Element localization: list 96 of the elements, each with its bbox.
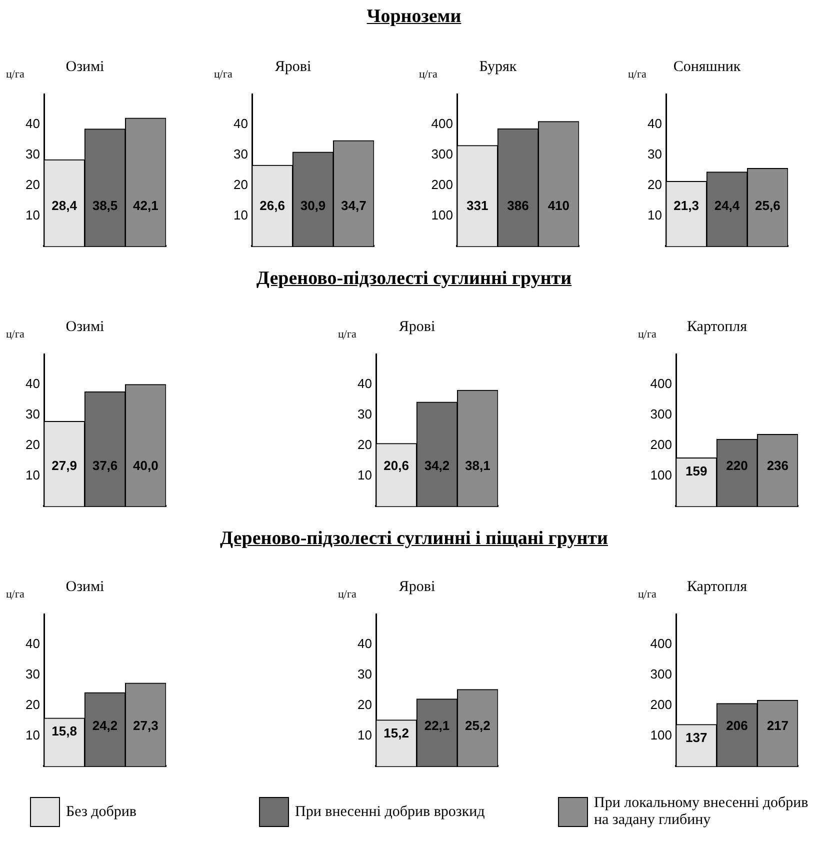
data-label: 15,2 bbox=[384, 726, 409, 741]
text: Дереново-підзолесті суглинні грунти bbox=[255, 268, 573, 290]
text: Чорноземи bbox=[366, 6, 462, 28]
y-axis-title: ц/га bbox=[6, 328, 24, 340]
data-label: 217 bbox=[766, 718, 789, 733]
data-label: 27,3 bbox=[133, 718, 158, 733]
data-label: 15,8 bbox=[52, 724, 77, 739]
chart-title: Ярові bbox=[274, 58, 312, 75]
y-tick-label: 20 bbox=[26, 436, 40, 452]
data-label: 42,1 bbox=[133, 198, 158, 213]
chart-title: Соняшник bbox=[673, 58, 742, 75]
chart-title: Буряк bbox=[479, 58, 518, 75]
y-tick-label: 30 bbox=[648, 146, 662, 162]
data-label: 25,2 bbox=[465, 718, 490, 733]
legend-label: При внесенні добрив врозкид bbox=[295, 804, 485, 820]
data-label: 21,3 bbox=[674, 198, 699, 213]
data-label: 34,2 bbox=[424, 458, 450, 473]
y-axis-title: ц/га bbox=[214, 68, 232, 80]
y-axis-title: ц/га bbox=[338, 588, 356, 600]
chart-title: Озимі bbox=[66, 318, 104, 335]
y-tick-label: 10 bbox=[26, 467, 40, 482]
data-label: 26,6 bbox=[260, 198, 285, 213]
y-tick-label: 100 bbox=[650, 467, 672, 482]
data-label: 30,9 bbox=[300, 198, 326, 213]
data-label: 24,2 bbox=[92, 718, 118, 733]
y-tick-label: 30 bbox=[358, 406, 372, 422]
data-label: 220 bbox=[726, 458, 748, 473]
y-axis-title: ц/га bbox=[419, 68, 438, 80]
y-tick-label: 10 bbox=[26, 727, 40, 742]
y-tick-label: 20 bbox=[358, 696, 372, 712]
y-tick-label: 40 bbox=[26, 376, 40, 392]
data-label: 206 bbox=[726, 718, 748, 733]
y-tick-label: 400 bbox=[650, 636, 672, 652]
y-tick-label: 10 bbox=[358, 727, 372, 742]
y-tick-label: 40 bbox=[234, 116, 248, 132]
y-axis-title: ц/га bbox=[638, 328, 656, 340]
text: Дереново-підзолесті суглинні і піщані грунти bbox=[219, 528, 609, 550]
data-label: 410 bbox=[548, 198, 570, 213]
legend-label: Без добрив bbox=[66, 804, 137, 820]
data-label: 38,1 bbox=[465, 458, 490, 473]
y-axis-title: ц/га bbox=[6, 68, 24, 80]
chart-title: Ярові bbox=[398, 318, 436, 335]
chart-title: Озимі bbox=[66, 58, 104, 75]
y-tick-label: 40 bbox=[358, 376, 372, 392]
data-label: 27,9 bbox=[52, 458, 77, 473]
y-tick-label: 20 bbox=[358, 436, 372, 452]
data-label: 386 bbox=[507, 198, 529, 213]
data-label: 137 bbox=[685, 730, 708, 746]
y-axis-title: ц/га bbox=[628, 68, 646, 80]
data-label: 159 bbox=[685, 463, 708, 478]
y-tick-label: 200 bbox=[650, 696, 672, 712]
y-tick-label: 300 bbox=[650, 406, 672, 422]
y-tick-label: 30 bbox=[26, 146, 40, 162]
data-label: 34,7 bbox=[341, 198, 366, 213]
y-tick-label: 20 bbox=[234, 176, 248, 192]
y-tick-label: 20 bbox=[648, 176, 662, 192]
y-tick-label: 200 bbox=[431, 176, 453, 192]
data-label: 40,0 bbox=[133, 458, 158, 473]
y-tick-label: 20 bbox=[26, 176, 40, 192]
data-label: 20,6 bbox=[384, 458, 409, 473]
data-label: 24,4 bbox=[714, 198, 740, 213]
y-tick-label: 40 bbox=[648, 116, 662, 132]
y-tick-label: 100 bbox=[431, 207, 453, 222]
data-label: 28,4 bbox=[52, 198, 78, 213]
y-tick-label: 100 bbox=[650, 727, 672, 742]
y-tick-label: 40 bbox=[26, 116, 40, 132]
chart-title: Озимі bbox=[66, 578, 104, 595]
chart-title: Картопля bbox=[686, 578, 748, 595]
chart-title: Картопля bbox=[686, 318, 748, 335]
y-tick-label: 200 bbox=[650, 436, 672, 452]
chart-title: Ярові bbox=[398, 578, 436, 595]
y-tick-label: 30 bbox=[358, 666, 372, 682]
y-tick-label: 400 bbox=[650, 376, 672, 392]
y-tick-label: 10 bbox=[648, 207, 662, 222]
y-tick-label: 400 bbox=[431, 116, 453, 132]
y-tick-label: 20 bbox=[26, 696, 40, 712]
y-tick-label: 10 bbox=[358, 467, 372, 482]
y-tick-label: 10 bbox=[26, 207, 40, 222]
y-tick-label: 10 bbox=[234, 207, 248, 222]
data-label: 38,5 bbox=[92, 198, 118, 213]
data-label: 37,6 bbox=[92, 458, 118, 473]
y-tick-label: 300 bbox=[431, 146, 453, 162]
y-axis-title: ц/га bbox=[638, 588, 656, 600]
data-label: 22,1 bbox=[424, 718, 450, 733]
y-axis-title: ц/га bbox=[6, 588, 24, 600]
data-label: 331 bbox=[466, 198, 488, 213]
y-axis-title: ц/га bbox=[338, 328, 356, 340]
y-tick-label: 30 bbox=[234, 146, 248, 162]
y-tick-label: 30 bbox=[26, 666, 40, 682]
y-tick-label: 40 bbox=[358, 636, 372, 652]
data-label: 25,6 bbox=[755, 198, 780, 213]
data-label: 236 bbox=[766, 458, 789, 473]
legend-label: При локальному внесенні добрив на задану глибину bbox=[594, 795, 810, 829]
y-tick-label: 40 bbox=[26, 636, 40, 652]
y-tick-label: 300 bbox=[650, 666, 672, 682]
y-tick-label: 30 bbox=[26, 406, 40, 422]
